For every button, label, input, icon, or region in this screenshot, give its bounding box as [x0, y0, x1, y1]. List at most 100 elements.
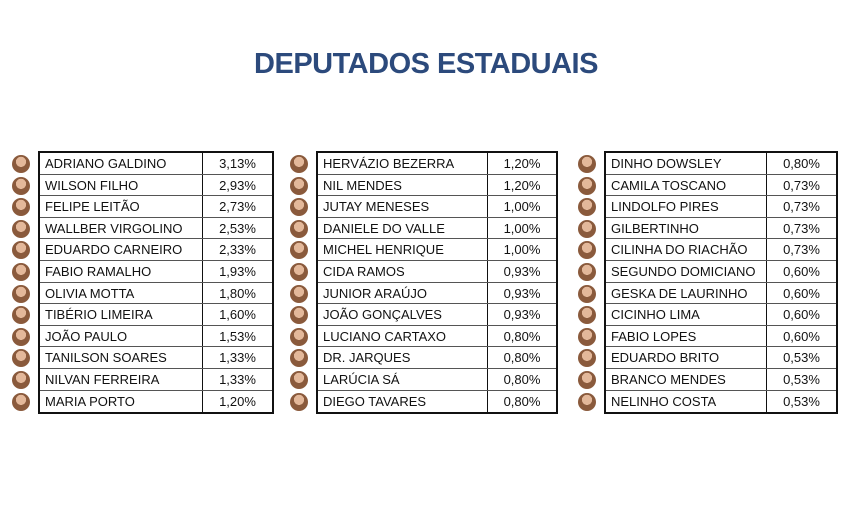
candidate-name: WALLBER VIRGOLINO: [40, 217, 203, 239]
candidate-name: LARÚCIA SÁ: [318, 368, 488, 390]
vote-percent: 0,60%: [783, 328, 820, 344]
vote-percent: 2,33%: [219, 242, 256, 258]
table-row: CILINHA DO RIACHÃO 0,73%: [606, 239, 836, 261]
vote-percent: 0,73%: [783, 242, 820, 258]
vote-percent: 3,13%: [219, 156, 256, 171]
result-table: DINHO DOWSLEY 0,80% CAMILA TOSCANO 0,73% LIN…: [604, 151, 838, 415]
table-row: CICINHO LIMA 0,60%: [606, 304, 836, 326]
vote-percent: 1,00%: [503, 242, 541, 258]
candidate-photo: [290, 392, 308, 411]
candidate-photo: [578, 327, 596, 346]
candidate-photo: [578, 263, 596, 281]
table-row: BRANCO MENDES 0,53%: [606, 368, 836, 391]
candidate-photo: [578, 392, 596, 411]
candidate-photo: [12, 371, 30, 389]
table-row: NIL MENDES 1,20%: [318, 174, 556, 197]
candidate-photo: [578, 155, 596, 173]
candidate-photo: [12, 198, 30, 217]
vote-percent: 1,20%: [503, 156, 541, 171]
table-row: NILVAN FERREIRA 1,33%: [40, 368, 272, 391]
table-row: LUCIANO CARTAXO 0,80%: [318, 325, 556, 348]
candidate-name: DANIELE DO VALLE: [318, 217, 488, 239]
table-row: EDUARDO BRITO 0,53%: [606, 347, 836, 369]
vote-percent: 0,93%: [503, 285, 541, 301]
vote-percent: 0,80%: [503, 393, 541, 409]
candidate-photo: [12, 176, 30, 195]
candidate-name: DIEGO TAVARES: [318, 390, 488, 413]
vote-percent: 1,20%: [219, 393, 256, 409]
candidate-photo: [578, 198, 596, 217]
candidate-name: EDUARDO CARNEIRO: [40, 239, 203, 260]
candidate-photo: [578, 241, 596, 260]
vote-percent: 0,60%: [783, 263, 820, 279]
candidate-name: JUTAY MENESES: [318, 196, 488, 217]
candidate-name: MICHEL HENRIQUE: [318, 239, 488, 260]
candidate-name: OLIVIA MOTTA: [40, 282, 203, 304]
table-row: MARIA PORTO 1,20%: [40, 390, 272, 413]
candidate-name: NIL MENDES: [318, 174, 488, 196]
table-row: FABIO RAMALHO 1,93%: [40, 260, 272, 283]
candidate-name: JOÃO GONÇALVES: [318, 304, 488, 325]
vote-percent: 0,60%: [783, 285, 820, 301]
table-row: SEGUNDO DOMICIANO 0,60%: [606, 260, 836, 283]
candidate-name: CILINHA DO RIACHÃO: [606, 239, 767, 260]
candidate-name: TIBÉRIO LIMEIRA: [40, 304, 203, 325]
candidate-name: DINHO DOWSLEY: [606, 153, 767, 174]
vote-percent: 1,53%: [219, 328, 256, 344]
candidate-photo: [290, 176, 308, 195]
candidate-photo: [290, 371, 308, 389]
candidate-name: FABIO LOPES: [606, 325, 767, 347]
vote-percent: 0,60%: [783, 307, 820, 323]
table-row: GILBERTINHO 0,73%: [606, 217, 836, 240]
title: DEPUTADOS ESTADUAIS: [254, 48, 598, 80]
vote-percent: 0,80%: [783, 156, 820, 171]
candidate-photo: [12, 392, 30, 411]
candidate-photo: [290, 219, 308, 238]
table-row: WALLBER VIRGOLINO 2,53%: [40, 217, 272, 240]
table-row: NELINHO COSTA 0,53%: [606, 390, 836, 413]
candidate-name: LUCIANO CARTAXO: [318, 325, 488, 347]
vote-percent: 2,73%: [219, 199, 256, 215]
table-row: TIBÉRIO LIMEIRA 1,60%: [40, 304, 272, 326]
vote-percent: 0,53%: [783, 371, 820, 387]
table-row: MICHEL HENRIQUE 1,00%: [318, 239, 556, 261]
vote-percent: 1,00%: [503, 199, 541, 215]
candidate-photo: [578, 219, 596, 238]
vote-percent: 1,80%: [219, 285, 256, 301]
table-row: LARÚCIA SÁ 0,80%: [318, 368, 556, 391]
table-row: WILSON FILHO 2,93%: [40, 174, 272, 197]
candidate-name: WILSON FILHO: [40, 174, 203, 196]
vote-percent: 1,60%: [219, 307, 256, 323]
result-table: ADRIANO GALDINO 3,13% WILSON FILHO 2,93% FEL…: [38, 151, 274, 415]
candidate-photo: [12, 306, 30, 325]
candidate-photo: [12, 241, 30, 260]
candidate-name: BRANCO MENDES: [606, 368, 767, 390]
table-row: CAMILA TOSCANO 0,73%: [606, 174, 836, 197]
candidate-photo: [12, 349, 30, 368]
vote-percent: 0,53%: [783, 393, 820, 409]
candidate-name: TANILSON SOARES: [40, 347, 203, 368]
table-row: GESKA DE LAURINHO 0,60%: [606, 282, 836, 305]
table-row: ADRIANO GALDINO 3,13%: [40, 153, 272, 175]
candidate-name: JOÃO PAULO: [40, 325, 203, 347]
table-row: DANIELE DO VALLE 1,00%: [318, 217, 556, 240]
vote-percent: 1,20%: [503, 177, 541, 193]
vote-percent: 2,93%: [219, 177, 256, 193]
vote-percent: 0,73%: [783, 199, 820, 215]
table-row: EDUARDO CARNEIRO 2,33%: [40, 239, 272, 261]
candidate-photo: [290, 306, 308, 325]
candidate-photo: [290, 241, 308, 260]
table-row: JUNIOR ARAÚJO 0,93%: [318, 282, 556, 305]
table-row: FABIO LOPES 0,60%: [606, 325, 836, 348]
candidate-photo: [12, 263, 30, 281]
candidate-name: LINDOLFO PIRES: [606, 196, 767, 217]
candidate-name: DR. JARQUES: [318, 347, 488, 368]
vote-percent: 0,80%: [503, 350, 541, 366]
candidate-photo: [578, 371, 596, 389]
candidate-photo: [290, 263, 308, 281]
candidate-photo: [578, 284, 596, 303]
candidate-name: FELIPE LEITÃO: [40, 196, 203, 217]
candidate-name: NILVAN FERREIRA: [40, 368, 203, 390]
table-row: CIDA RAMOS 0,93%: [318, 260, 556, 283]
